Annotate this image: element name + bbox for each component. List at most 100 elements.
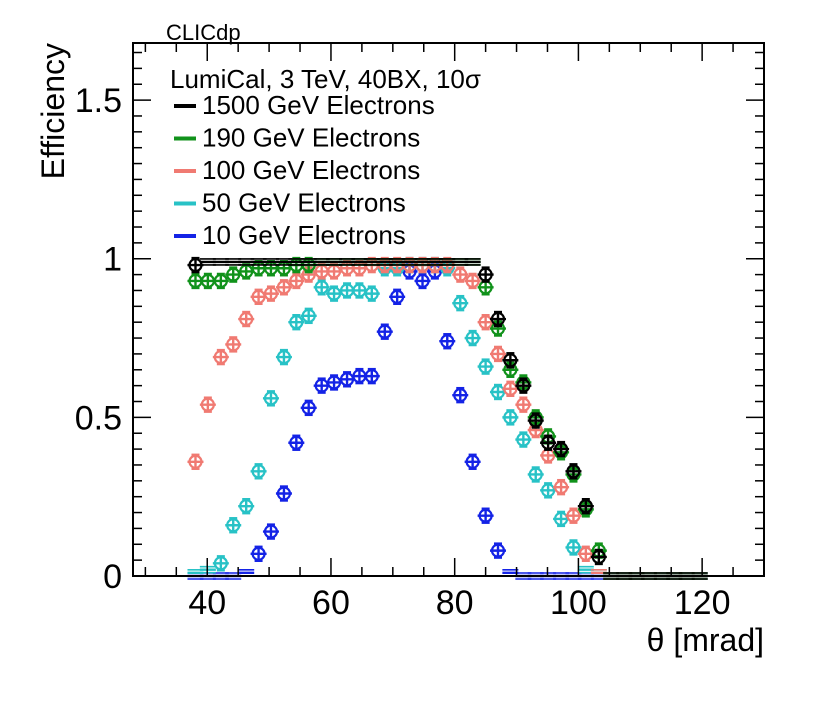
data-point [502,409,519,426]
legend-label: 50 GeV Electrons [202,188,406,218]
data-point [288,434,305,451]
data-point [477,313,494,331]
data-point [275,485,292,502]
clicdp-label: CLICdp [166,20,241,45]
data-point [489,383,506,401]
legend-item: 50 GeV Electrons [174,188,406,218]
data-point [199,396,216,413]
data-point [464,258,481,266]
data-point [351,282,368,299]
data-point [275,348,292,366]
data-point [376,323,393,340]
data-point [477,266,494,283]
legend-item: 1500 GeV Electrons [174,90,435,120]
x-tick-label: 80 [436,584,474,622]
data-point [288,313,305,331]
y-tick-label: 1 [103,241,122,279]
data-point [527,466,544,483]
data-markers [187,256,708,580]
x-tick-label: 60 [312,584,350,622]
data-point [553,440,570,458]
x-axis-label: θ [mrad] [647,622,764,658]
data-point [262,285,279,302]
x-tick-label: 120 [674,584,731,622]
data-point [212,348,229,366]
data-point [565,539,582,556]
data-point [452,266,469,283]
data-point [238,498,255,515]
data-point [363,367,380,385]
data-point [565,463,582,480]
data-point [489,345,506,363]
legend-label: 10 GeV Electrons [202,220,406,250]
y-tick-label: 1.5 [75,82,122,120]
data-point [515,396,532,413]
data-point [527,412,544,429]
axis-ticks [133,43,764,577]
data-point [553,510,570,528]
data-point [326,374,343,391]
data-point [464,329,481,347]
data-point [300,307,317,325]
data-point [540,434,557,451]
data-point [489,310,506,328]
data-point [288,272,305,290]
data-point [225,266,242,283]
data-point [225,336,242,353]
data-point [212,555,229,572]
data-point [464,453,481,470]
plot-frame [132,42,765,577]
legend-item: 190 GeV Electrons [174,123,420,153]
data-point [577,545,594,562]
data-point [489,542,506,559]
x-tick-label: 40 [188,584,226,622]
data-point [275,279,292,296]
y-axis-label: Efficiency [35,43,71,179]
data-point [477,507,494,524]
data-point [326,285,343,302]
y-tick-label: 0 [103,558,122,596]
data-point [502,352,519,369]
data-point [565,507,582,524]
data-point [590,548,607,566]
legend-item: 100 GeV Electrons [174,155,420,185]
data-point [452,294,469,312]
axis-tick-labels: 40 60 80 100 120 0 0.5 1 1.5 [75,82,731,622]
chart-title: LumiCal, 3 TeV, 40BX, 10σ [170,64,481,94]
data-point [515,377,532,394]
data-point [389,288,406,306]
data-point [238,310,255,328]
data-point [250,545,267,562]
data-point [464,272,481,290]
data-point [313,377,330,394]
legend-label: 100 GeV Electrons [202,155,420,185]
data-point [515,431,532,448]
data-point [452,386,469,404]
data-point [363,285,380,302]
y-tick-label: 0.5 [75,399,122,437]
legend-label: 1500 GeV Electrons [202,90,435,120]
legend-item: 10 GeV Electrons [174,220,406,250]
legend-label: 190 GeV Electrons [202,123,420,153]
data-point [313,279,330,296]
data-point [339,371,356,388]
data-point [439,333,456,350]
data-point [250,288,267,306]
data-point [212,272,229,290]
series-3 [187,256,708,580]
x-tick-label: 100 [550,584,607,622]
data-point [553,478,570,496]
data-point [300,399,317,417]
data-point [225,517,242,534]
data-point [502,380,519,398]
data-point [262,523,279,540]
data-point [187,453,204,470]
data-point [250,463,267,480]
data-point [577,498,594,515]
data-point [477,358,494,375]
data-point [540,482,557,499]
data-point [414,272,431,290]
